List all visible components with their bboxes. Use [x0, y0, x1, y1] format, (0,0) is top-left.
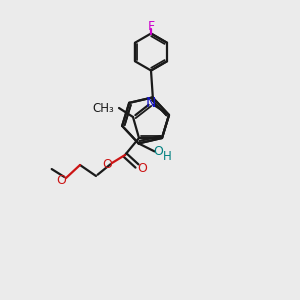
Text: O: O [56, 173, 66, 187]
Text: CH₃: CH₃ [92, 101, 114, 115]
Text: O: O [154, 145, 164, 158]
Text: O: O [102, 158, 112, 172]
Text: O: O [137, 161, 147, 175]
Text: H: H [163, 150, 172, 163]
Text: N: N [146, 96, 156, 110]
Text: F: F [147, 20, 155, 33]
